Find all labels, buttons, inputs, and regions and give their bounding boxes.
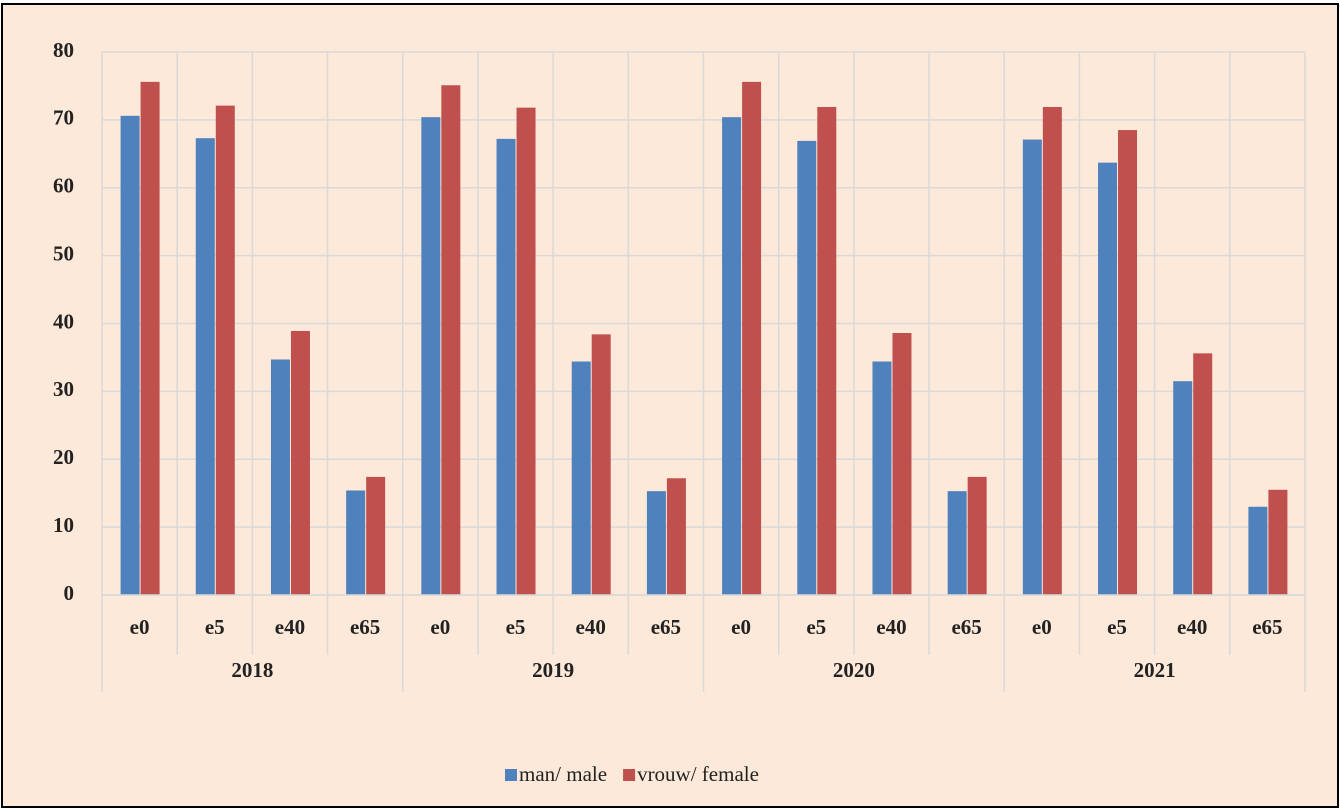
bar (1248, 506, 1268, 595)
y-tick-label: 0 (64, 581, 75, 605)
x-tick-label: e65 (951, 615, 981, 639)
bar (290, 330, 310, 595)
bar (421, 117, 441, 595)
x-tick-label: e40 (576, 615, 606, 639)
bar (817, 106, 837, 595)
bar (722, 117, 742, 595)
bar (872, 361, 892, 595)
bar (1022, 139, 1042, 595)
bar (346, 490, 366, 595)
bar (947, 491, 967, 595)
y-tick-label: 20 (53, 445, 74, 469)
bar (195, 138, 215, 596)
y-tick-label: 70 (53, 106, 74, 130)
y-tick-label: 80 (53, 38, 74, 62)
bar (1042, 106, 1062, 595)
x-tick-label: e5 (205, 615, 225, 639)
bar (646, 491, 666, 595)
legend-label: man/ male (519, 762, 607, 786)
bar (797, 140, 817, 595)
group-label: 2019 (532, 658, 574, 682)
x-tick-label: e65 (1252, 615, 1282, 639)
y-tick-label: 50 (53, 241, 74, 265)
bar (120, 115, 140, 596)
x-tick-label: e5 (806, 615, 826, 639)
legend-swatch (623, 769, 636, 781)
x-tick-label: e5 (1107, 615, 1127, 639)
y-tick-label: 40 (53, 309, 74, 333)
bar (742, 81, 762, 596)
bar (1098, 162, 1118, 596)
group-label: 2018 (231, 658, 273, 682)
bar (666, 478, 686, 595)
bar (516, 107, 536, 595)
legend-label: vrouw/ female (637, 762, 759, 786)
x-tick-label: e0 (1032, 615, 1052, 639)
bar (441, 85, 461, 595)
legend-swatch (505, 769, 517, 781)
x-tick-label: e0 (731, 615, 751, 639)
bar (1173, 381, 1193, 595)
y-tick-label: 10 (53, 513, 74, 537)
bar (215, 105, 235, 595)
bar (1118, 130, 1138, 595)
bar (140, 81, 160, 596)
bar (967, 476, 987, 595)
x-tick-label: e40 (876, 615, 906, 639)
bar (366, 476, 386, 595)
bar (571, 361, 591, 595)
x-tick-label: e0 (130, 615, 150, 639)
bar (591, 334, 611, 595)
bar (270, 359, 290, 595)
x-tick-label: e40 (1177, 615, 1207, 639)
y-tick-label: 60 (53, 174, 74, 198)
group-label: 2021 (1134, 658, 1176, 682)
bar (1193, 353, 1213, 595)
x-tick-label: e0 (430, 615, 450, 639)
x-tick-label: e65 (350, 615, 380, 639)
bar (892, 333, 912, 595)
x-tick-label: e5 (506, 615, 526, 639)
x-tick-label: e40 (275, 615, 305, 639)
y-tick-label: 30 (53, 377, 74, 401)
group-label: 2020 (833, 658, 875, 682)
x-tick-label: e65 (651, 615, 681, 639)
bar (496, 138, 516, 595)
bar (1268, 489, 1288, 595)
